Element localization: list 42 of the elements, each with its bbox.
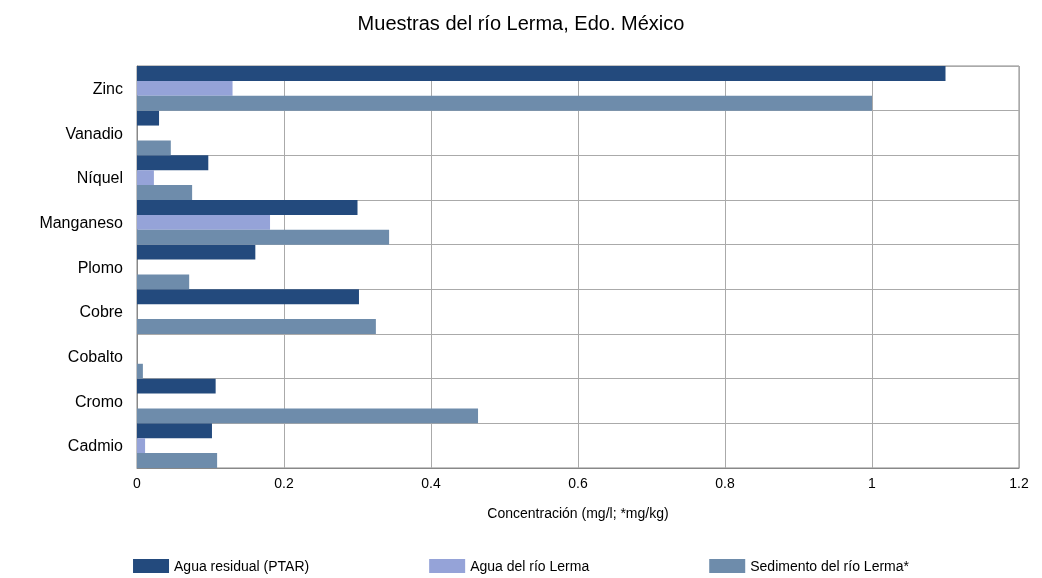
legend-label: Agua residual (PTAR) (174, 558, 310, 574)
x-tick-label: 0.8 (715, 475, 735, 491)
bar (137, 363, 143, 379)
y-tick-label: Cadmio (67, 437, 124, 455)
y-tick-label: Cobalto (67, 347, 124, 365)
x-axis-title: Concentración (mg/l; *mg/kg) (487, 505, 669, 521)
bar (137, 80, 233, 96)
bar (137, 170, 154, 186)
bar (137, 244, 256, 260)
bar (137, 438, 146, 454)
y-tick-label: Plomo (77, 258, 124, 276)
bar (137, 185, 193, 200)
x-tick-label: 0.4 (421, 475, 441, 491)
y-tick-label: Zinc (92, 79, 123, 97)
x-tick-label: 1 (868, 475, 877, 491)
bar (137, 289, 359, 305)
y-tick-label: Vanadio (65, 124, 124, 142)
bar (137, 66, 946, 81)
x-tick-label: 0.2 (274, 475, 294, 491)
bar (137, 110, 160, 126)
bar (137, 200, 358, 215)
x-tick-label: 1.2 (1009, 475, 1029, 491)
x-tick-label: 0.6 (568, 475, 588, 491)
bar (137, 214, 271, 230)
bar (137, 453, 218, 468)
bar (137, 140, 171, 156)
bar (137, 319, 376, 334)
y-tick-label: Cromo (74, 392, 124, 410)
bar (137, 155, 209, 171)
bar (137, 423, 212, 439)
legend-label: Sedimento del río Lerma* (750, 558, 910, 574)
bar (137, 378, 216, 394)
y-tick-label: Cobre (79, 303, 124, 321)
bar (137, 408, 479, 424)
bar (137, 229, 390, 245)
y-tick-label: Manganeso (39, 213, 124, 231)
y-tick-label: Níquel (76, 169, 123, 187)
chart-title: Muestras del río Lerma, Edo. México (357, 12, 685, 34)
legend-label: Agua del río Lerma (470, 558, 590, 574)
bar (137, 95, 872, 111)
x-tick-label: 0 (133, 475, 142, 491)
bar (137, 274, 190, 290)
